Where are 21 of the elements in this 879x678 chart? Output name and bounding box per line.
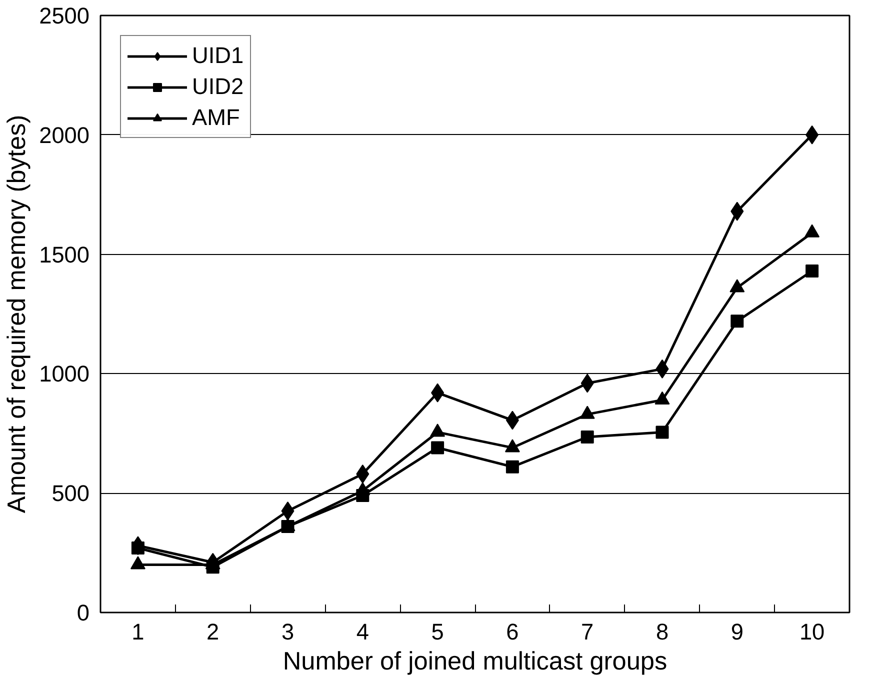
legend-label: UID2 — [192, 73, 244, 100]
y-tick-label: 2000 — [39, 122, 90, 148]
x-tick-label: 1 — [132, 618, 144, 644]
y-axis-title: Amount of required memory (bytes) — [3, 114, 32, 514]
y-tick-label: 500 — [52, 480, 90, 506]
y-tick-label: 2500 — [39, 2, 90, 28]
y-tick-label: 1500 — [39, 241, 90, 268]
y-tick-label: 1000 — [39, 360, 90, 387]
x-tick-label: 5 — [431, 618, 444, 644]
x-axis-title: Number of joined multicast groups — [282, 648, 668, 676]
x-tick-label: 3 — [281, 618, 294, 644]
y-tick-label: 0 — [76, 600, 90, 626]
x-tick-label: 6 — [506, 618, 519, 644]
x-tick-label: 10 — [799, 618, 825, 644]
x-tick-label: 4 — [356, 618, 369, 644]
x-tick-label: 7 — [581, 618, 594, 644]
legend-label: AMF — [192, 104, 240, 131]
x-tick-label: 8 — [656, 618, 669, 644]
x-tick-label: 2 — [206, 618, 220, 644]
x-tick-label: 9 — [730, 618, 744, 644]
legend-label: UID1 — [192, 42, 244, 69]
